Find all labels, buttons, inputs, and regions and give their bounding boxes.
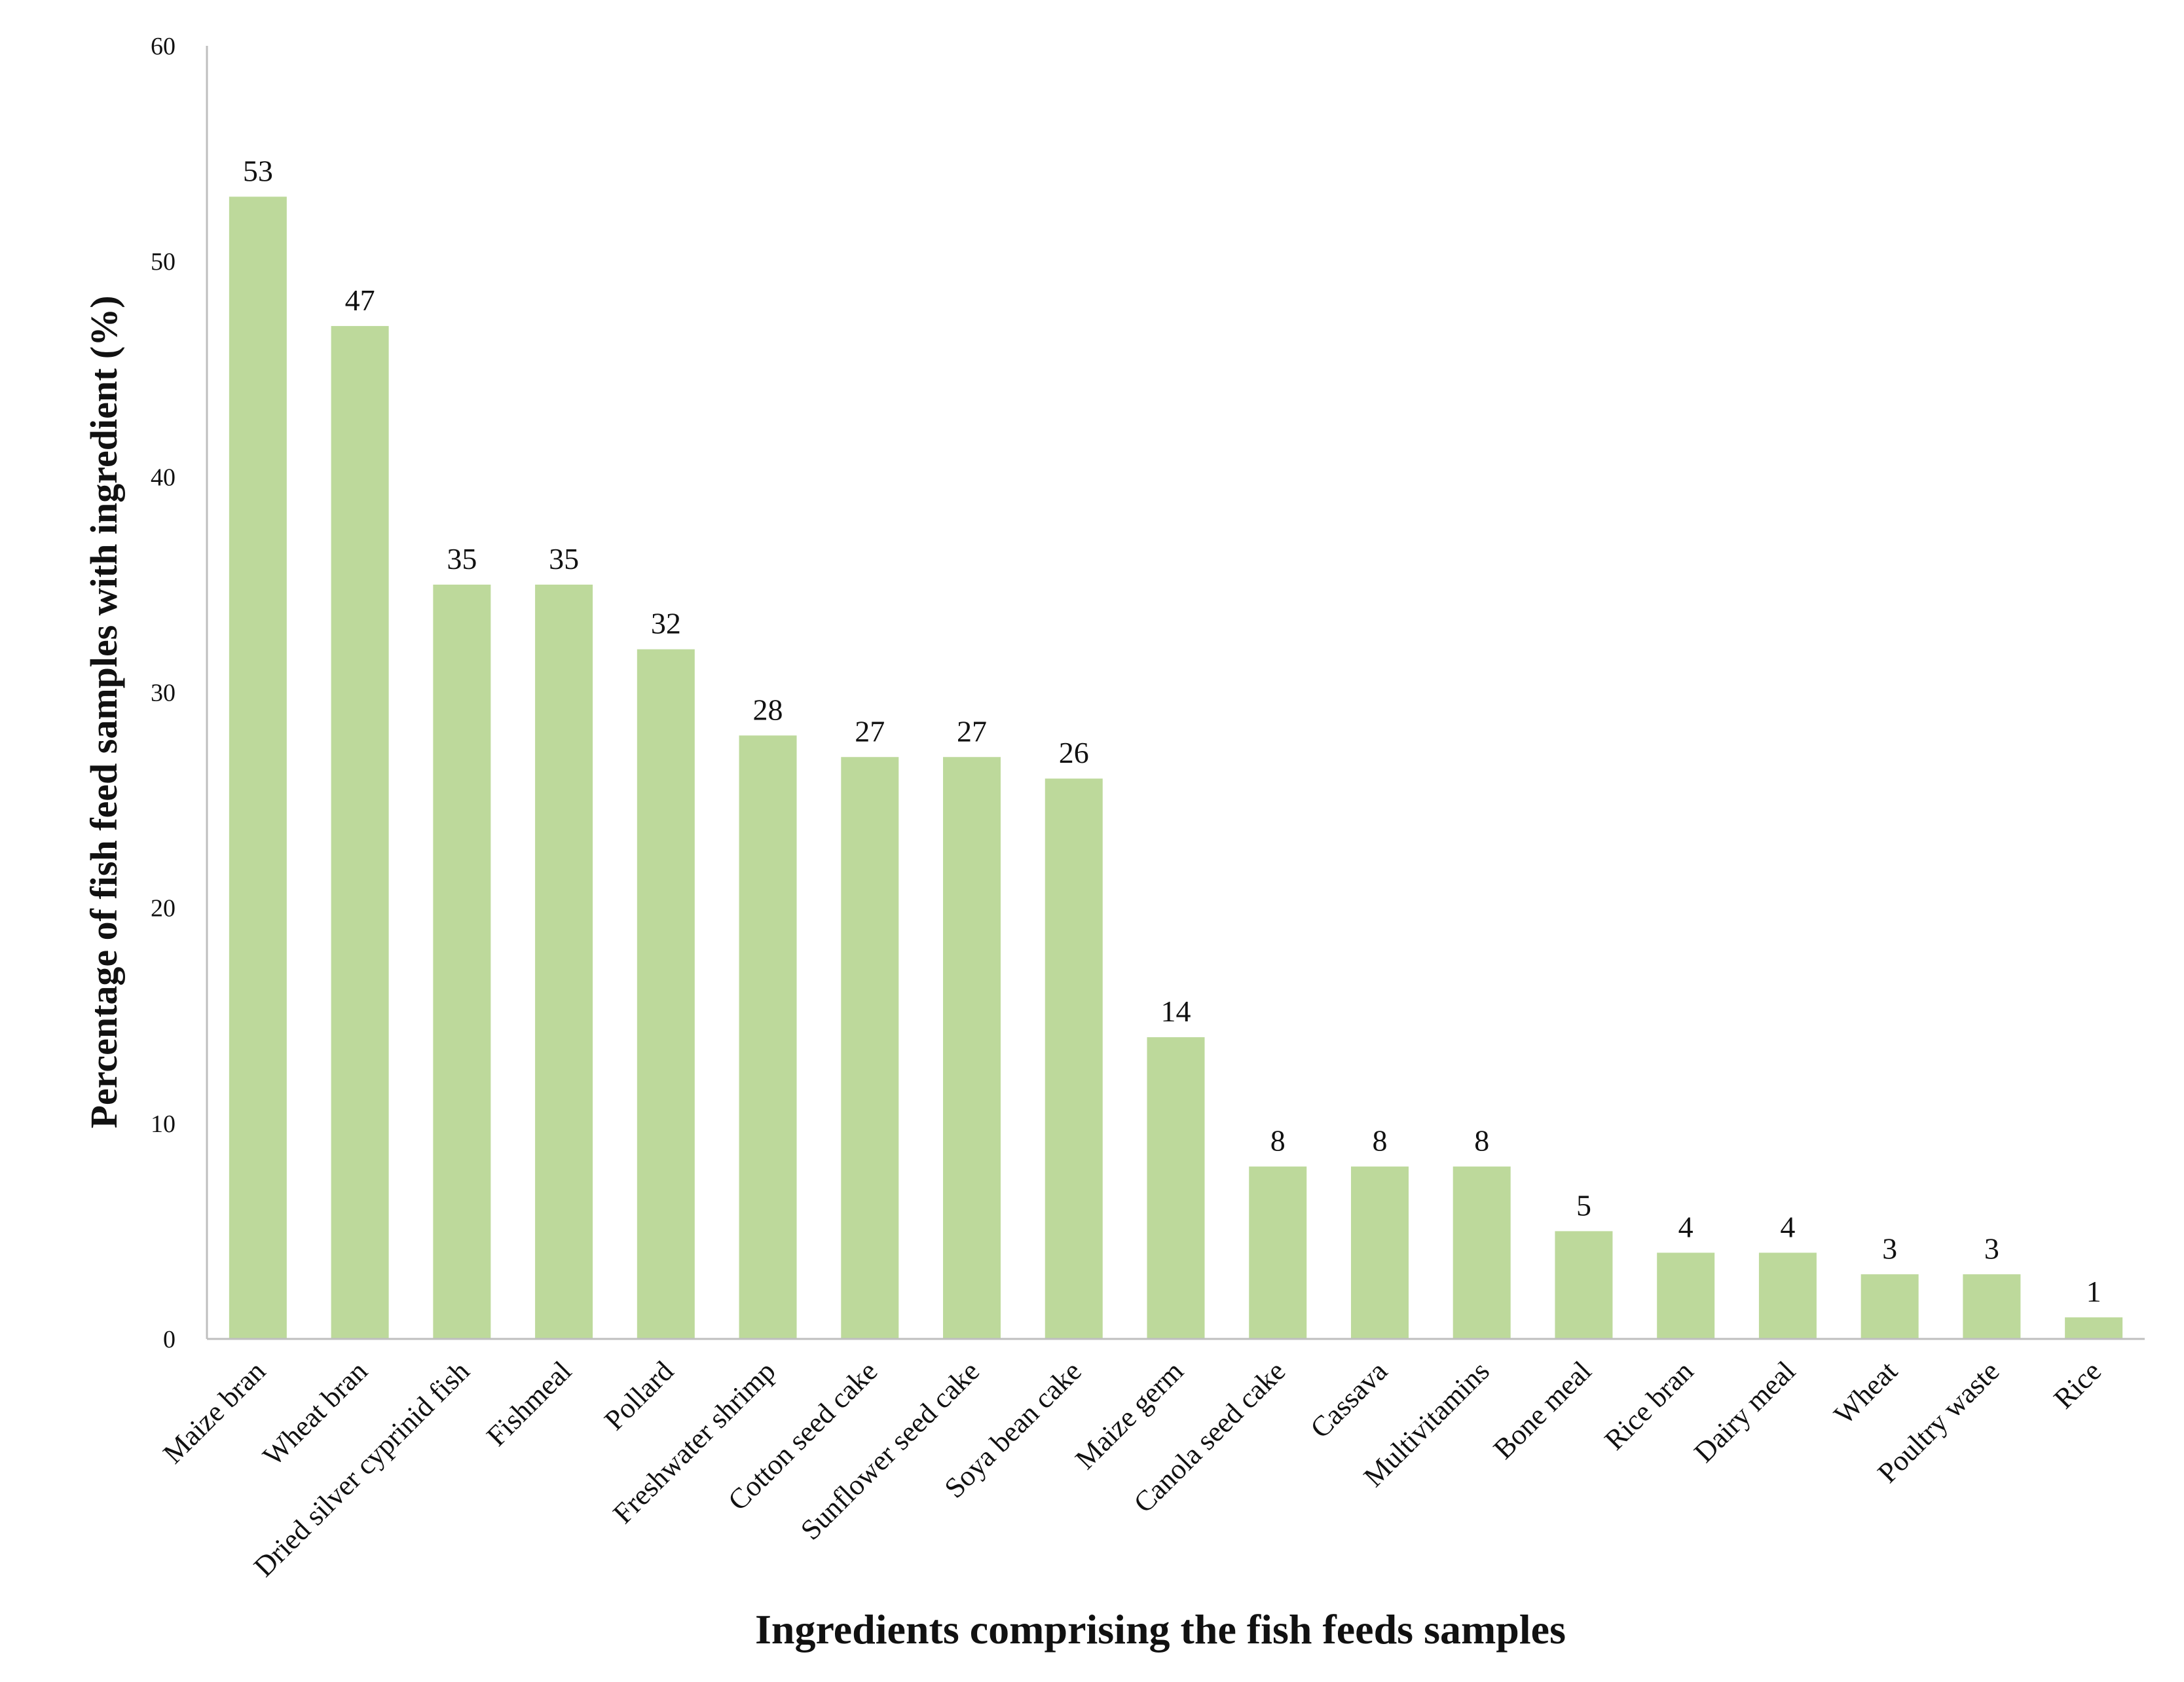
bar xyxy=(229,196,287,1340)
y-tick-label: 60 xyxy=(151,33,176,60)
bar xyxy=(2065,1317,2123,1339)
bar xyxy=(1147,1037,1205,1339)
y-tick-label: 50 xyxy=(151,248,176,276)
bar xyxy=(637,649,695,1339)
data-label: 1 xyxy=(2086,1275,2101,1308)
data-label: 27 xyxy=(957,714,987,748)
data-labels: 53 47 35 35 32 28 27 27 26 14 8 8 8 5 4 4 3 3 1 xyxy=(243,154,2101,1308)
bar xyxy=(1758,1252,1817,1339)
bar xyxy=(841,757,899,1339)
data-label: 4 xyxy=(1780,1210,1795,1243)
data-label: 26 xyxy=(1059,736,1089,769)
bar xyxy=(331,325,389,1340)
data-label: 28 xyxy=(753,693,783,726)
bar xyxy=(433,584,491,1339)
bar xyxy=(1045,778,1103,1339)
data-label: 32 xyxy=(651,607,681,640)
category-label: Cassava xyxy=(1304,1355,1394,1444)
category-label: Wheat xyxy=(1828,1355,1904,1431)
y-axis-title: Percentage of fish feed samples with ing… xyxy=(83,295,125,1128)
bar xyxy=(1657,1252,1715,1339)
bar xyxy=(739,735,797,1339)
y-axis-ticks: 0 10 20 30 40 50 60 xyxy=(151,33,176,1353)
category-label: Sunflower seed cake xyxy=(794,1355,986,1546)
bars xyxy=(229,196,2123,1340)
bar xyxy=(1860,1274,1919,1339)
data-label: 8 xyxy=(1474,1124,1489,1158)
bar xyxy=(1453,1166,1511,1339)
data-label: 5 xyxy=(1576,1188,1591,1222)
category-label: Fishmeal xyxy=(480,1355,578,1452)
data-label: 4 xyxy=(1678,1210,1694,1243)
category-label: Dairy meal xyxy=(1688,1355,1802,1469)
category-label: Rice bran xyxy=(1599,1355,1700,1456)
bar xyxy=(1555,1231,1613,1339)
category-label: Pollard xyxy=(598,1355,680,1436)
x-axis-title: Ingredients comprising the fish feeds sa… xyxy=(755,1606,1566,1653)
data-label: 8 xyxy=(1270,1124,1286,1158)
data-label: 8 xyxy=(1372,1124,1387,1158)
bar xyxy=(943,757,1001,1339)
bar xyxy=(535,584,593,1339)
axes xyxy=(206,46,2145,1340)
bar xyxy=(1963,1274,2021,1339)
data-label: 3 xyxy=(1984,1232,1999,1265)
data-label: 35 xyxy=(549,542,579,576)
bar xyxy=(1350,1166,1409,1339)
category-label: Rice xyxy=(2048,1355,2108,1415)
data-label: 47 xyxy=(345,283,375,317)
y-tick-label: 10 xyxy=(151,1110,176,1138)
bar xyxy=(1249,1166,1307,1339)
data-label: 53 xyxy=(243,154,273,187)
data-label: 3 xyxy=(1882,1232,1897,1265)
data-label: 14 xyxy=(1161,995,1191,1028)
data-label: 27 xyxy=(855,714,885,748)
category-label: Bone meal xyxy=(1487,1355,1598,1465)
y-tick-label: 30 xyxy=(151,680,176,707)
category-label: Maize bran xyxy=(157,1355,271,1469)
y-tick-label: 20 xyxy=(151,895,176,923)
data-label: 35 xyxy=(447,542,477,576)
y-tick-label: 0 xyxy=(163,1326,176,1353)
y-tick-label: 40 xyxy=(151,464,176,491)
